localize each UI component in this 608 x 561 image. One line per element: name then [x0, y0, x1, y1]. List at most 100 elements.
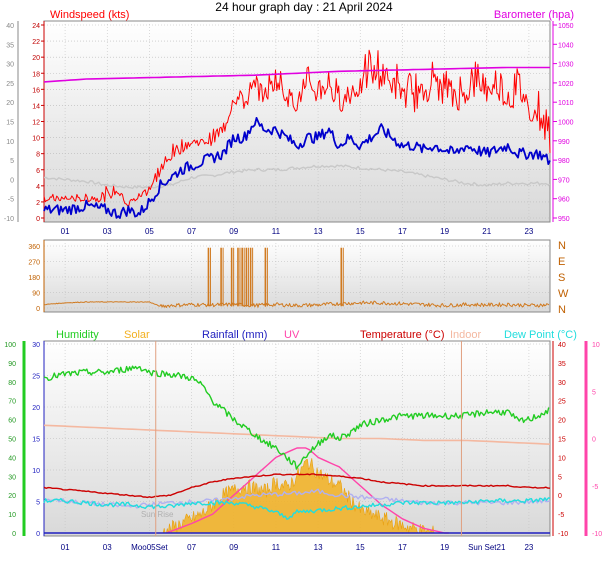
multi-x-tick-label: 11: [272, 543, 281, 552]
windspeed-tick-label: 6: [36, 168, 40, 175]
windspeed-tick-label: 16: [32, 87, 40, 94]
dew-point-line: [43, 497, 551, 520]
wind-direction-line: [43, 300, 550, 308]
multi-x-tick-label: 09: [229, 543, 238, 552]
winddir-tick-label: 360: [28, 244, 40, 251]
windspeed-tick-label: 18: [32, 71, 40, 78]
wind-x-tick-label: 03: [103, 227, 112, 236]
multi-x-tick-label: 01: [61, 543, 70, 552]
barometer-tick-label: 990: [558, 139, 570, 146]
legend-item-indoor: Indoor: [450, 329, 482, 341]
winddir-tick-label: 0: [36, 306, 40, 313]
windspeed-tick-label: 14: [32, 103, 40, 110]
barometer-tick-label: 1010: [558, 100, 574, 107]
page-title: 24 hour graph day : 21 April 2024: [215, 0, 393, 14]
windspeed-tick-label: 10: [32, 136, 40, 143]
temperature-tick-label: 40: [558, 342, 566, 349]
wind-x-tick-label: 01: [61, 227, 70, 236]
legend-item-humidity: Humidity: [56, 329, 99, 341]
apparent-temp-tick-label: 10: [6, 139, 14, 146]
wind-x-tick-label: 07: [187, 227, 196, 236]
windspeed-tick-label: 4: [36, 184, 40, 191]
compass-point-label: W: [558, 288, 569, 300]
barometer-tick-label: 980: [558, 158, 570, 165]
windspeed-tick-label: 24: [32, 23, 40, 30]
multi-x-tick-label: Moo05Set: [131, 543, 168, 552]
humidity-tick-label: 60: [8, 418, 16, 425]
rainfall-tick-label: 0: [36, 531, 40, 538]
solar-area: [161, 458, 435, 534]
temperature-tick-label: 10: [558, 455, 566, 462]
temperature-tick-label: 30: [558, 380, 566, 387]
wind-x-tick-label: 19: [440, 227, 449, 236]
indoor-temperature-line: [43, 424, 551, 445]
multi-x-tick-label: 07: [187, 543, 196, 552]
barometer-tick-label: 1020: [558, 81, 574, 88]
uv-tick-label: -10: [592, 531, 602, 538]
multi-x-tick-label: 17: [398, 543, 407, 552]
humidity-tick-label: 100: [4, 342, 16, 349]
humidity-tick-label: 70: [8, 399, 16, 406]
windspeed-axis-title: Windspeed (kts): [50, 9, 129, 21]
humidity-line: [43, 365, 550, 470]
multi-x-tick-label: 13: [314, 543, 323, 552]
windspeed-tick-label: 12: [32, 120, 40, 127]
barometer-tick-label: 1000: [558, 120, 574, 127]
temperature-line: [43, 473, 551, 499]
temperature-tick-label: 35: [558, 361, 566, 368]
multi-x-tick-label: 15: [356, 543, 365, 552]
barometer-line: [43, 66, 550, 83]
multi-x-tick-label: 19: [440, 543, 449, 552]
temperature-tick-label: 20: [558, 418, 566, 425]
humidity-tick-label: 0: [12, 531, 16, 538]
winddir-tick-label: 270: [28, 260, 40, 267]
wind-x-tick-label: 05: [145, 227, 154, 236]
barometer-tick-label: 970: [558, 177, 570, 184]
temperature-tick-label: -5: [558, 512, 564, 519]
temperature-tick-label: 5: [558, 474, 562, 481]
multi-x-tick-label: 03: [103, 543, 112, 552]
humidity-tick-label: 30: [8, 474, 16, 481]
wind-x-tick-label: 23: [524, 227, 533, 236]
uv-tick-label: 5: [592, 389, 596, 396]
uv-tick-label: 10: [592, 342, 600, 349]
windspeed-tick-label: 8: [36, 152, 40, 159]
barometer-axis-title: Barometer (hpa): [494, 9, 574, 21]
rainfall-tick-label: 5: [36, 500, 40, 507]
temperature-tick-label: 15: [558, 437, 566, 444]
temperature-tick-label: 0: [558, 493, 562, 500]
wind-x-tick-label: 09: [229, 227, 238, 236]
compass-point-label: N: [558, 240, 566, 252]
legend-item-rainfall-mm: Rainfall (mm): [202, 329, 267, 341]
legend-item-solar: Solar: [124, 329, 150, 341]
apparent-temp-tick-label: 0: [10, 177, 14, 184]
uv-line: [166, 447, 449, 534]
apparent-temp-tick-label: 40: [6, 23, 14, 30]
average-wind-line: [43, 117, 551, 219]
apparent-temperature-line: [44, 164, 551, 190]
wind-x-tick-label: 15: [356, 227, 365, 236]
humidity-tick-label: 50: [8, 437, 16, 444]
apparent-temp-tick-label: 5: [10, 158, 14, 165]
windspeed-tick-label: 22: [32, 39, 40, 46]
rainfall-tick-label: 20: [32, 405, 40, 412]
rainfall-tick-label: 15: [32, 437, 40, 444]
windspeed-tick-label: 0: [36, 216, 40, 223]
legend-item-dew-point-c: Dew Point (°C): [504, 329, 577, 341]
humidity-tick-label: 10: [8, 512, 16, 519]
compass-point-label: E: [558, 256, 565, 268]
sunrise-annotation: Sun Rise: [141, 510, 174, 519]
windspeed-tick-label: 20: [32, 55, 40, 62]
uv-tick-label: 0: [592, 437, 596, 444]
barometer-tick-label: 950: [558, 216, 570, 223]
rainfall-tick-label: 30: [32, 342, 40, 349]
humidity-tick-label: 80: [8, 380, 16, 387]
apparent-temp-tick-label: 35: [6, 42, 14, 49]
rainfall-tick-label: 10: [32, 468, 40, 475]
apparent-temp-tick-label: -5: [8, 197, 14, 204]
multi-x-tick-label: 23: [524, 543, 533, 552]
multi-x-tick-label: Sun Set21: [468, 543, 506, 552]
barometer-tick-label: 960: [558, 197, 570, 204]
humidity-tick-label: 20: [8, 493, 16, 500]
uv-tick-label: -5: [592, 484, 598, 491]
